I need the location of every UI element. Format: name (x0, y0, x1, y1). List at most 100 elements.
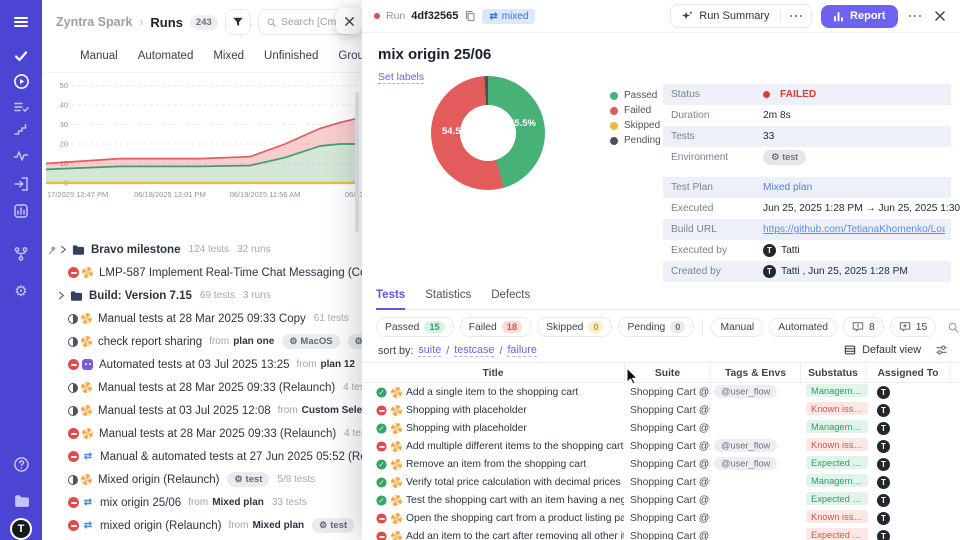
tab-manual[interactable]: Manual (80, 49, 118, 62)
panel-scrollbar[interactable] (355, 92, 359, 232)
test-plan-link[interactable]: Mixed plan (763, 182, 813, 193)
y-tick: 20 (60, 140, 68, 149)
run-summary-button[interactable]: Run Summary (671, 5, 779, 27)
plan-link[interactable]: Custom Selection (301, 405, 362, 416)
assignee-avatar[interactable]: T (877, 493, 890, 507)
run-row[interactable]: Mixed origin (Relaunch) ⚙ test 5/8 tests (42, 468, 362, 491)
assignee-avatar[interactable]: T (877, 439, 890, 453)
run-row[interactable]: Manual & automated tests at 27 Jun 2025 … (42, 445, 362, 468)
table-row[interactable]: Add a single item to the shopping cart S… (362, 383, 960, 401)
plan-link[interactable]: Mixed plan (212, 497, 264, 508)
runs-play-icon[interactable] (0, 73, 42, 90)
help-icon[interactable] (0, 456, 42, 473)
filter-skipped[interactable]: Skipped 0 (537, 317, 613, 337)
table-row[interactable]: Add multiple different items to the shop… (362, 437, 960, 455)
assignee-avatar[interactable]: T (877, 475, 890, 489)
sort-failure-link[interactable]: failure (507, 344, 537, 357)
close-panel-button[interactable] (336, 8, 362, 34)
filter-button[interactable] (224, 9, 251, 35)
col-suite[interactable]: Suite (624, 363, 710, 384)
passed-status-icon (376, 422, 387, 434)
run-row[interactable]: Manual tests at 28 Mar 2025 09:33 Copy 6… (42, 307, 362, 330)
tab-tests[interactable]: Tests (376, 289, 406, 310)
from-label: from (209, 336, 230, 347)
filter-attachments[interactable]: 15 (889, 317, 937, 337)
table-row[interactable]: Add an item to the cart after removing a… (362, 527, 960, 540)
run-row-selected[interactable]: mix origin 25/06 from Mixed plan 33 test… (42, 491, 362, 514)
breadcrumb-app[interactable]: Zyntra Spark (56, 15, 133, 29)
column-settings-button[interactable] (935, 344, 948, 356)
manual-run-icon (81, 313, 92, 324)
runs-trend-chart: 50 40 30 20 10 0 17/2025 12:47 PM 06/18/… (42, 80, 362, 205)
plan-link[interactable]: Mixed plan (252, 520, 305, 531)
copy-icon[interactable] (464, 10, 476, 22)
run-row[interactable]: Manual tests at 03 Jul 2025 12:08 from C… (42, 399, 362, 422)
filter-failed[interactable]: Failed 18 (459, 317, 532, 337)
col-substatus[interactable]: Substatus (800, 363, 865, 384)
run-row[interactable]: Automated tests at 03 Jul 2025 13:25 fro… (42, 353, 362, 376)
user-avatar[interactable]: T (0, 518, 42, 540)
tab-mixed[interactable]: Mixed (213, 49, 245, 62)
table-row[interactable]: Shopping with placeholder Shopping Cart … (362, 419, 960, 437)
filter-passed[interactable]: Passed 15 (376, 317, 454, 337)
projects-folder-icon[interactable] (0, 492, 42, 509)
assignee-avatar[interactable]: T (877, 511, 890, 525)
assignee-avatar[interactable]: T (877, 529, 890, 540)
passed-status-icon (376, 458, 387, 470)
chevron-right-icon[interactable] (57, 291, 66, 300)
table-row[interactable]: Test the shopping cart with an item havi… (362, 491, 960, 509)
col-tags-envs[interactable]: Tags & Envs (710, 363, 800, 384)
tab-groups[interactable]: Groups (338, 49, 362, 62)
run-summary-more-button[interactable] (779, 9, 812, 23)
run-row[interactable]: Manual tests at 28 Mar 2025 09:33 (Relau… (42, 376, 362, 399)
activity-icon[interactable] (0, 148, 42, 164)
manual-run-icon (81, 382, 92, 393)
settings-gear-icon[interactable]: ⚙ (14, 283, 28, 300)
table-row[interactable]: Remove an item from the shopping cart Sh… (362, 455, 960, 473)
tab-defects[interactable]: Defects (491, 289, 531, 301)
assignee-avatar[interactable]: T (877, 457, 890, 471)
run-group-row[interactable]: Bravo milestone 124 tests 32 runs (42, 238, 362, 261)
assignee-avatar[interactable]: T (877, 385, 890, 399)
run-row[interactable]: Manual tests at 28 Mar 2025 09:33 (Relau… (42, 422, 362, 445)
branch-icon[interactable] (0, 246, 42, 262)
run-row[interactable]: LMP-587 Implement Real-Time Chat Messagi… (42, 261, 362, 284)
assignee-avatar[interactable]: T (877, 403, 890, 417)
table-row[interactable]: Open the shopping cart from a product li… (362, 509, 960, 527)
chevron-right-icon[interactable] (59, 245, 68, 254)
col-title[interactable]: Title (482, 368, 504, 379)
tab-unfinished[interactable]: Unfinished (264, 49, 319, 62)
run-group-row[interactable]: Build: Version 7.15 69 tests 3 runs (42, 284, 362, 307)
report-chart-icon[interactable] (0, 203, 42, 219)
sort-testcase-link[interactable]: testcase (454, 344, 495, 357)
filter-manual[interactable]: Manual (711, 317, 764, 337)
check-icon[interactable] (0, 48, 42, 64)
menu-icon[interactable] (0, 14, 42, 30)
assignee-avatar[interactable]: T (877, 421, 890, 435)
panel-more-button[interactable] (907, 13, 924, 20)
checklist-icon[interactable] (0, 99, 42, 115)
plan-link[interactable]: plan one (233, 336, 275, 347)
tab-automated[interactable]: Automated (137, 49, 194, 62)
tests-search[interactable] (948, 322, 960, 333)
runs-search-input[interactable] (280, 16, 347, 28)
table-row[interactable]: Shopping with placeholder Shopping Cart … (362, 401, 960, 419)
sort-suite-link[interactable]: suite (418, 344, 442, 357)
steps-icon[interactable] (0, 121, 42, 137)
set-labels-link[interactable]: Set labels (378, 71, 425, 84)
plan-link[interactable]: plan 12 (320, 359, 355, 370)
run-row[interactable]: mixed origin (Relaunch) from Mixed plan … (42, 514, 362, 537)
run-row[interactable]: check report sharing from plan one ⚙ MacO… (42, 330, 362, 353)
close-run-panel-button[interactable] (932, 8, 948, 24)
table-row[interactable]: Verify total price calculation with deci… (362, 473, 960, 491)
tab-statistics[interactable]: Statistics (425, 289, 472, 301)
filter-comments[interactable]: 8 (843, 317, 884, 337)
build-url-link[interactable]: https://github.com/TetianaKhomenko/Load-… (763, 224, 945, 235)
col-assigned-to[interactable]: Assigned To (865, 363, 950, 384)
view-switcher[interactable]: Default view (844, 344, 948, 356)
failed-status-icon (376, 512, 387, 524)
report-button[interactable]: Report (821, 4, 898, 28)
filter-pending[interactable]: Pending 0 (618, 317, 695, 337)
import-icon[interactable] (0, 176, 42, 192)
filter-automated[interactable]: Automated (769, 317, 838, 337)
